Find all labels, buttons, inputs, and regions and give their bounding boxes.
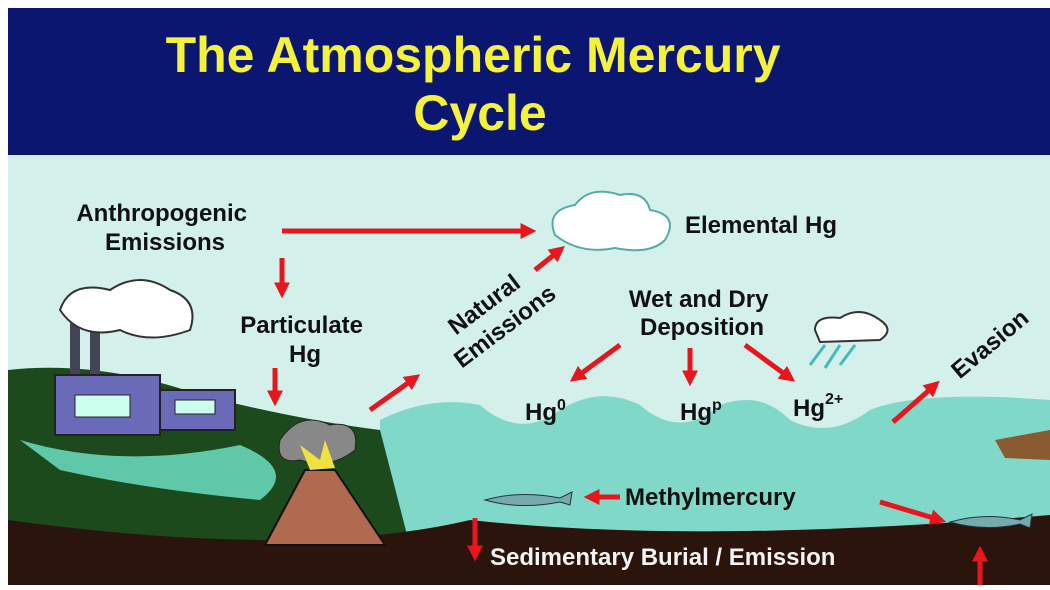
label-sup: 0 <box>557 397 566 414</box>
sediment <box>8 515 1050 585</box>
elemental-label: Elemental Hg <box>685 212 837 239</box>
methylmercury-label: Methylmercury <box>625 484 796 511</box>
label-base: Hg <box>793 395 825 422</box>
anthropogenic-label: Anthropogenic Emissions <box>76 200 253 256</box>
factory <box>54 279 236 436</box>
river <box>20 440 276 500</box>
hgp-label: Hgp <box>680 397 722 426</box>
label-line: Emissions <box>105 229 225 256</box>
label-line: Anthropogenic <box>76 200 247 227</box>
title-line: The Atmospheric Mercury <box>166 27 781 83</box>
title-line: Cycle <box>413 85 546 141</box>
hg2-label: Hg2+ <box>793 391 843 422</box>
label-line: Particulate <box>240 312 363 339</box>
fish <box>948 513 1033 529</box>
label-sup: 2+ <box>825 391 843 408</box>
title: The Atmospheric Mercury Cycle <box>166 27 795 141</box>
title-banner <box>8 8 1050 155</box>
arrows <box>266 222 989 585</box>
volcano <box>263 419 387 546</box>
label-base: Hg <box>525 399 557 426</box>
deposition-label: Wet and Dry Deposition <box>629 286 775 341</box>
boat <box>995 430 1050 460</box>
label-line: Deposition <box>640 314 764 341</box>
rain-cloud <box>813 311 889 344</box>
sediment-label: Sedimentary Burial / Emission <box>490 544 835 571</box>
fish <box>483 491 573 507</box>
label-sup: p <box>712 397 722 414</box>
label-base: Hg <box>680 399 712 426</box>
cloud <box>551 190 671 252</box>
particulate-label: Particulate Hg <box>240 312 369 368</box>
rain <box>808 344 857 369</box>
hg0-label: Hg0 <box>525 397 566 426</box>
label-line: Hg <box>289 341 321 368</box>
label-line: Wet and Dry <box>629 286 769 313</box>
